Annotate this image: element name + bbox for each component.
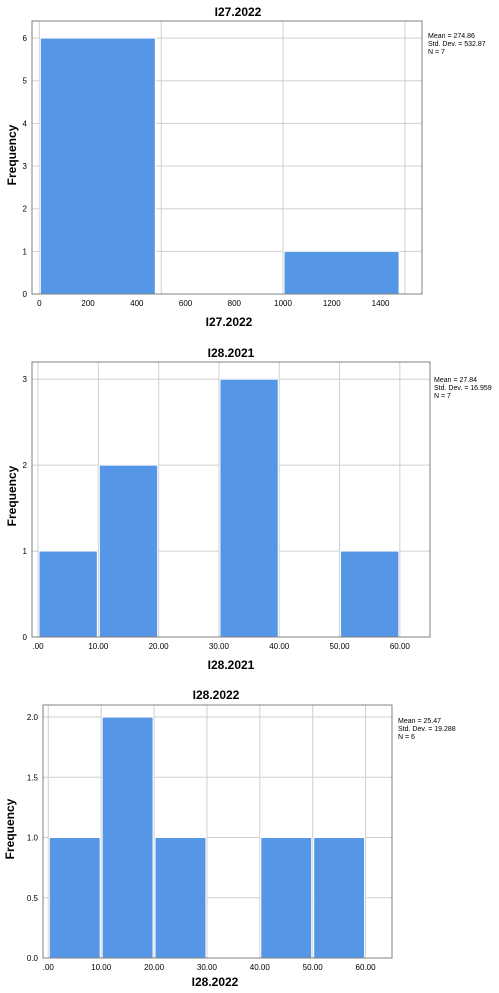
stats-mean: Mean = 25.47 — [398, 718, 441, 725]
stats-std-dev: Std. Dev. = 16.959 — [434, 385, 492, 392]
histogram-bar — [38, 550, 98, 638]
x-tick-label: 40.00 — [250, 963, 271, 972]
y-tick-label: 0 — [23, 290, 28, 299]
x-tick-label: 50.00 — [330, 642, 351, 651]
histogram-panel-1: I27.2022 0 1 2 3 4 5 6 0 200 400 600 800 1000 1200 14… — [0, 0, 499, 335]
histogram-bar — [283, 250, 400, 295]
plot-frame — [42, 704, 393, 959]
histogram-bar — [313, 837, 366, 959]
y-tick-labels: 0 1 2 3 4 5 6 — [23, 34, 28, 299]
x-tick-label: 1200 — [323, 299, 341, 308]
x-tick-labels: 0 200 400 600 800 1000 1200 1400 — [37, 299, 390, 308]
x-tick-label: 200 — [81, 299, 95, 308]
stats-box: Mean = 274.86 Std. Dev. = 532.87 N = 7 — [428, 33, 486, 56]
y-tick-label: 0 — [23, 633, 28, 642]
y-tick-label: 6 — [23, 34, 28, 43]
x-tick-label: .00 — [43, 963, 55, 972]
y-tick-label: 1 — [23, 247, 28, 256]
y-tick-label: 2 — [23, 461, 28, 470]
x-tick-label: 0 — [37, 299, 42, 308]
x-tick-label: 10.00 — [88, 642, 109, 651]
y-tick-label: 1.0 — [27, 834, 39, 843]
y-tick-label: 5 — [23, 77, 28, 86]
stats-std-dev: Std. Dev. = 532.87 — [428, 41, 486, 48]
x-tick-label: 30.00 — [209, 642, 230, 651]
x-tick-label: 20.00 — [149, 642, 170, 651]
x-tick-label: 50.00 — [303, 963, 324, 972]
y-tick-label: 2.0 — [27, 713, 39, 722]
x-axis-title: I28.2021 — [208, 658, 255, 672]
histogram-chart-3: I28.2022 0.0 0.5 1.0 1.5 2.0 .00 10.00 20.00 30… — [3, 688, 456, 989]
histogram-chart-2: I28.2021 0 1 2 3 .00 10.00 20.00 30.00 40.00 50.… — [5, 346, 492, 672]
x-tick-label: 60.00 — [356, 963, 377, 972]
y-tick-label: 2 — [23, 205, 28, 214]
x-tick-label: 800 — [228, 299, 242, 308]
histogram-chart-1: I27.2022 0 1 2 3 4 5 6 0 200 400 600 800 1000 1200 14… — [5, 5, 486, 329]
x-tick-label: 30.00 — [197, 963, 218, 972]
histogram-bar — [260, 837, 313, 959]
y-tick-label: 1 — [23, 547, 28, 556]
histogram-bar — [39, 37, 156, 295]
plot-frame — [31, 361, 431, 638]
chart-title: I28.2021 — [208, 346, 255, 360]
y-tick-label: 0.0 — [27, 954, 39, 963]
stats-n: N = 6 — [398, 734, 415, 741]
y-tick-labels: 0.0 0.5 1.0 1.5 2.0 — [27, 713, 39, 963]
x-axis-title: I27.2022 — [206, 315, 253, 329]
x-tick-labels: .00 10.00 20.00 30.00 40.00 50.00 60.00 — [43, 963, 376, 972]
x-tick-label: 600 — [179, 299, 193, 308]
y-tick-label: 0.5 — [27, 894, 39, 903]
histogram-bar — [48, 837, 101, 959]
y-tick-label: 4 — [23, 119, 28, 128]
y-tick-labels: 0 1 2 3 — [23, 375, 28, 642]
chart-title: I28.2022 — [193, 688, 240, 702]
x-axis-title: I28.2022 — [192, 975, 239, 989]
bars — [38, 378, 400, 638]
histogram-bar — [219, 378, 279, 638]
x-tick-label: 10.00 — [91, 963, 112, 972]
histogram-bar — [98, 464, 159, 638]
chart-title: I27.2022 — [215, 5, 262, 19]
stats-n: N = 7 — [428, 49, 445, 56]
y-axis-title: Frequency — [3, 798, 17, 859]
x-tick-label: 40.00 — [269, 642, 290, 651]
x-tick-label: 1400 — [372, 299, 390, 308]
histogram-panel-2: I28.2021 0 1 2 3 .00 10.00 20.00 30.00 40.00 50.… — [0, 335, 499, 675]
stats-box: Mean = 27.84 Std. Dev. = 16.959 N = 7 — [434, 377, 492, 400]
x-tick-label: .00 — [32, 642, 44, 651]
stats-box: Mean = 25.47 Std. Dev. = 19.288 N = 6 — [398, 718, 456, 741]
histogram-bar — [101, 716, 154, 959]
histogram-bar — [340, 550, 400, 638]
plot-frame — [31, 20, 423, 295]
x-tick-label: 400 — [130, 299, 144, 308]
stats-mean: Mean = 274.86 — [428, 33, 475, 40]
stats-n: N = 7 — [434, 393, 451, 400]
x-tick-label: 1000 — [274, 299, 292, 308]
y-axis-title: Frequency — [5, 124, 19, 185]
stats-std-dev: Std. Dev. = 19.288 — [398, 726, 456, 733]
x-tick-label: 60.00 — [390, 642, 411, 651]
y-tick-label: 1.5 — [27, 773, 39, 782]
y-tick-label: 3 — [23, 162, 28, 171]
x-tick-label: 20.00 — [144, 963, 165, 972]
x-tick-labels: .00 10.00 20.00 30.00 40.00 50.00 60.00 — [32, 642, 410, 651]
stats-mean: Mean = 27.84 — [434, 377, 477, 384]
y-axis-title: Frequency — [5, 465, 19, 526]
histogram-bar — [154, 837, 207, 959]
y-tick-label: 3 — [23, 375, 28, 384]
bars — [39, 37, 400, 295]
bars — [48, 716, 366, 959]
histogram-panel-3: I28.2022 0.0 0.5 1.0 1.5 2.0 .00 10.00 20.00 30… — [0, 675, 499, 993]
